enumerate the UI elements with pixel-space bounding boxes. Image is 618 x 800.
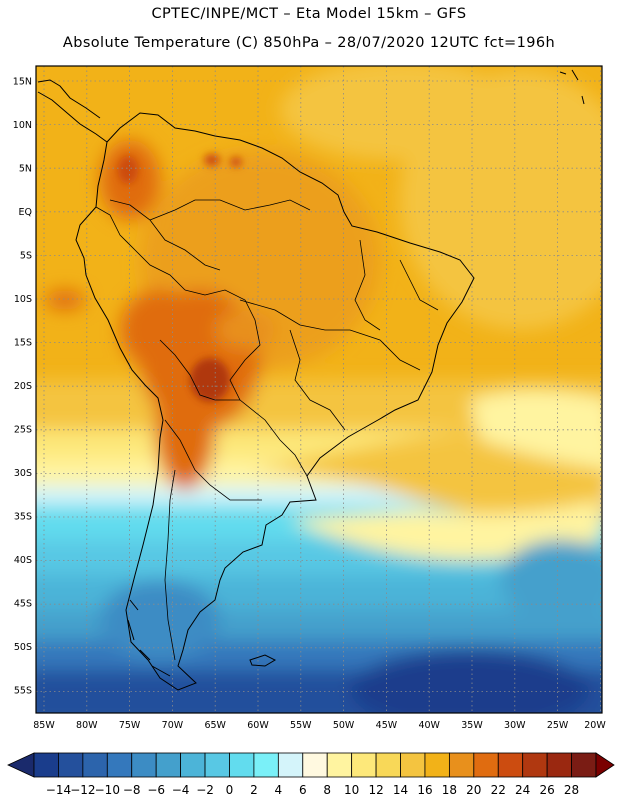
colorbar-swatch bbox=[473, 752, 499, 778]
lon-label: 25W bbox=[547, 720, 569, 731]
colorbar-swatch bbox=[326, 752, 353, 778]
colorbar-under-arrow bbox=[7, 752, 35, 778]
colorbar-swatch bbox=[229, 752, 255, 778]
map-frame bbox=[35, 65, 603, 714]
colorbar-tick-label: 16 bbox=[417, 783, 432, 797]
colorbar-swatch bbox=[571, 752, 597, 778]
colorbar-swatch bbox=[33, 752, 59, 778]
colorbar-tick-label: −2 bbox=[196, 783, 214, 797]
colorbar-swatch bbox=[253, 752, 279, 778]
lat-label: 5N bbox=[19, 164, 32, 175]
colorbar-swatch bbox=[448, 752, 475, 778]
colorbar-swatch bbox=[424, 752, 450, 778]
lat-label: 30S bbox=[14, 468, 32, 479]
lon-label: 65W bbox=[204, 720, 226, 731]
latitude-axis: 15N 10N 5N EQ 5S 10S 15S 20S 25S 30S 35S… bbox=[13, 77, 32, 697]
colorbar-swatch bbox=[497, 752, 524, 778]
title-line-2: Absolute Temperature (C) 850hPa – 28/07/… bbox=[62, 35, 556, 51]
colorbar-swatch bbox=[58, 752, 84, 778]
colorbar-tick-label: 26 bbox=[539, 783, 554, 797]
south-america-coastline bbox=[75, 112, 475, 691]
colorbar-swatch bbox=[204, 752, 230, 778]
lat-label: 55S bbox=[14, 686, 32, 697]
country-borders bbox=[95, 199, 439, 661]
colorbar-swatch bbox=[302, 752, 328, 778]
colorbar-swatch bbox=[180, 752, 206, 778]
colorbar-swatch bbox=[82, 752, 108, 778]
lat-label: 35S bbox=[14, 512, 32, 523]
colorbar-tick-label: −4 bbox=[172, 783, 190, 797]
lat-label: EQ bbox=[19, 207, 32, 218]
colorbar-swatch bbox=[375, 752, 401, 778]
colorbar-over-arrow bbox=[595, 752, 615, 778]
colorbar-tick-label: 8 bbox=[323, 783, 331, 797]
lat-label: 20S bbox=[14, 381, 32, 392]
colorbar-tick-label: 4 bbox=[275, 783, 283, 797]
temperature-field bbox=[36, 66, 602, 713]
colorbar-tick-label: 24 bbox=[515, 783, 530, 797]
caribbean-islands bbox=[559, 69, 585, 105]
colorbar-swatch bbox=[522, 752, 548, 778]
colorbar-tick-label: −8 bbox=[123, 783, 141, 797]
lon-label: 30W bbox=[504, 720, 526, 731]
lat-label: 10S bbox=[14, 294, 32, 305]
central-america-coastline bbox=[37, 79, 108, 143]
lat-label: 10N bbox=[13, 120, 32, 131]
lon-label: 50W bbox=[333, 720, 355, 731]
colorbar-tick-label: −6 bbox=[147, 783, 165, 797]
colorbar-tick-label: −12 bbox=[70, 783, 95, 797]
lat-label: 25S bbox=[14, 425, 32, 436]
colorbar-tick-label: 10 bbox=[344, 783, 359, 797]
title-line-1: CPTEC/INPE/MCT – Eta Model 15km – GFS bbox=[151, 6, 467, 22]
longitude-axis: 85W 80W 75W 70W 65W 60W 55W 50W 45W 40W … bbox=[33, 720, 606, 731]
colorbar-tick-label: 6 bbox=[299, 783, 307, 797]
lat-label: 15S bbox=[14, 338, 32, 349]
lat-label: 5S bbox=[20, 251, 32, 262]
colorbar: −14 −12 −10 −8 −6 −4 −2 0 2 4 6 8 10 12 14 16 18 20 22 24 26… bbox=[7, 752, 615, 797]
colorbar-swatch bbox=[546, 752, 572, 778]
lat-label: 40S bbox=[14, 555, 32, 566]
chile-islands bbox=[127, 599, 171, 677]
colorbar-tick-label: 22 bbox=[491, 783, 506, 797]
lat-label: 15N bbox=[13, 77, 32, 88]
colorbar-swatch bbox=[155, 752, 182, 778]
colorbar-tick-label: 28 bbox=[564, 783, 579, 797]
colorbar-swatch bbox=[277, 752, 304, 778]
lon-label: 55W bbox=[290, 720, 312, 731]
colorbar-tick-label: 14 bbox=[393, 783, 408, 797]
colorbar-swatch bbox=[400, 752, 426, 778]
colorbar-tick-label: 0 bbox=[226, 783, 234, 797]
colorbar-tick-label: −10 bbox=[95, 783, 120, 797]
lon-label: 80W bbox=[76, 720, 98, 731]
lon-label: 45W bbox=[376, 720, 398, 731]
colorbar-tick-label: 12 bbox=[368, 783, 383, 797]
falklands bbox=[249, 654, 277, 667]
colorbar-swatch bbox=[106, 752, 133, 778]
lon-label: 20W bbox=[584, 720, 606, 731]
lat-label: 50S bbox=[14, 642, 32, 653]
lon-label: 85W bbox=[33, 720, 55, 731]
lat-label: 45S bbox=[14, 599, 32, 610]
lon-label: 35W bbox=[461, 720, 483, 731]
colorbar-swatch bbox=[131, 752, 157, 778]
lon-label: 75W bbox=[119, 720, 141, 731]
colorbar-tick-label: 2 bbox=[250, 783, 258, 797]
colorbar-swatch bbox=[351, 752, 377, 778]
colorbar-tick-label: 20 bbox=[466, 783, 481, 797]
lon-label: 60W bbox=[247, 720, 269, 731]
colorbar-tick-label: −14 bbox=[46, 783, 71, 797]
colorbar-tick-label: 18 bbox=[442, 783, 457, 797]
coastlines bbox=[37, 69, 585, 691]
lon-label: 70W bbox=[162, 720, 184, 731]
lon-label: 40W bbox=[418, 720, 440, 731]
